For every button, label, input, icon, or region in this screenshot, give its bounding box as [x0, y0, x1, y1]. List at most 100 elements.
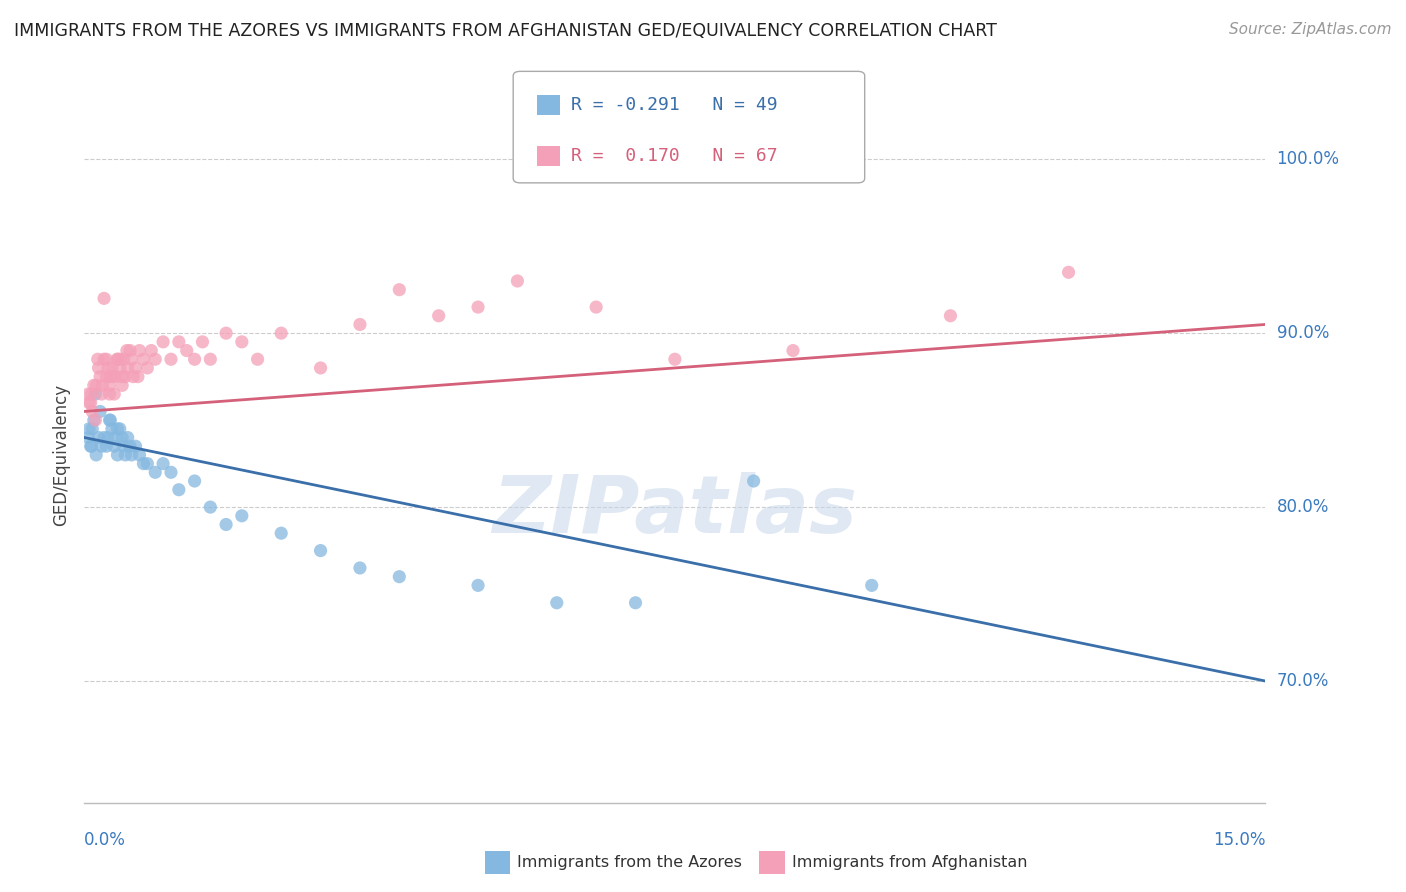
Point: [231, 334, 253, 349]
Text: ZIPatlas: ZIPatlas: [492, 472, 858, 549]
Point: [101, 422, 124, 436]
Point: [388, 283, 411, 297]
Point: [860, 578, 883, 592]
Point: [246, 352, 269, 367]
Point: [87, 352, 110, 367]
Point: [128, 343, 150, 358]
Point: [77, 422, 100, 436]
Point: [152, 457, 174, 471]
Point: [349, 318, 371, 332]
Text: 80.0%: 80.0%: [1277, 498, 1329, 516]
Point: [111, 378, 134, 392]
Point: [77, 395, 100, 409]
Point: [93, 352, 115, 367]
Point: [467, 300, 489, 314]
Text: Source: ZipAtlas.com: Source: ZipAtlas.com: [1229, 22, 1392, 37]
Point: [107, 352, 129, 367]
Text: R = -0.291   N = 49: R = -0.291 N = 49: [571, 96, 778, 114]
Text: 100.0%: 100.0%: [1277, 150, 1340, 169]
Point: [108, 360, 131, 375]
Point: [101, 369, 124, 384]
Text: 70.0%: 70.0%: [1277, 672, 1329, 690]
Point: [136, 360, 159, 375]
Point: [101, 360, 124, 375]
Point: [115, 343, 138, 358]
Point: [117, 360, 139, 375]
Point: [124, 439, 146, 453]
Point: [89, 404, 111, 418]
Point: [141, 343, 163, 358]
Point: [80, 439, 103, 453]
Point: [98, 387, 121, 401]
Point: [200, 500, 222, 514]
Point: [127, 369, 149, 384]
Point: [107, 448, 129, 462]
Point: [160, 352, 183, 367]
Point: [160, 465, 183, 479]
Point: [90, 387, 112, 401]
Point: [176, 343, 198, 358]
Point: [624, 596, 647, 610]
Point: [98, 378, 121, 392]
Point: [107, 422, 129, 436]
Point: [349, 561, 371, 575]
Point: [90, 439, 112, 453]
Point: [117, 430, 139, 444]
Text: Immigrants from the Azores: Immigrants from the Azores: [517, 855, 742, 870]
Point: [191, 334, 214, 349]
Point: [128, 448, 150, 462]
Point: [79, 395, 101, 409]
Point: [467, 578, 489, 592]
Point: [104, 430, 127, 444]
Point: [388, 569, 411, 583]
Y-axis label: GED/Equivalency: GED/Equivalency: [52, 384, 70, 526]
Point: [79, 439, 101, 453]
Point: [93, 291, 115, 305]
Point: [585, 300, 607, 314]
Point: [98, 413, 121, 427]
Text: R =  0.170   N = 67: R = 0.170 N = 67: [571, 147, 778, 165]
Point: [103, 387, 125, 401]
Text: 15.0%: 15.0%: [1213, 830, 1265, 848]
Point: [167, 334, 190, 349]
Point: [96, 439, 118, 453]
Point: [97, 430, 120, 444]
Point: [114, 369, 136, 384]
Point: [84, 413, 107, 427]
Point: [103, 439, 125, 453]
Point: [152, 334, 174, 349]
Point: [143, 465, 166, 479]
Point: [111, 430, 134, 444]
Point: [108, 422, 131, 436]
Text: 90.0%: 90.0%: [1277, 324, 1329, 343]
Point: [183, 352, 205, 367]
Point: [742, 474, 765, 488]
Point: [270, 526, 292, 541]
Point: [107, 352, 129, 367]
Point: [546, 596, 568, 610]
Point: [93, 430, 115, 444]
Point: [132, 352, 155, 367]
Point: [83, 413, 105, 427]
Point: [84, 378, 107, 392]
Point: [83, 378, 105, 392]
Point: [309, 543, 332, 558]
Point: [97, 360, 120, 375]
Point: [132, 457, 155, 471]
Point: [87, 360, 110, 375]
Point: [427, 309, 450, 323]
Point: [122, 369, 145, 384]
Point: [91, 378, 114, 392]
Text: IMMIGRANTS FROM THE AZORES VS IMMIGRANTS FROM AFGHANISTAN GED/EQUIVALENCY CORREL: IMMIGRANTS FROM THE AZORES VS IMMIGRANTS…: [14, 22, 997, 40]
Point: [215, 326, 238, 340]
Point: [231, 508, 253, 523]
Point: [114, 448, 136, 462]
Point: [82, 404, 104, 418]
Point: [143, 352, 166, 367]
Point: [200, 352, 222, 367]
Point: [111, 369, 134, 384]
Point: [124, 360, 146, 375]
Point: [112, 439, 135, 453]
Point: [108, 352, 131, 367]
Point: [98, 413, 121, 427]
